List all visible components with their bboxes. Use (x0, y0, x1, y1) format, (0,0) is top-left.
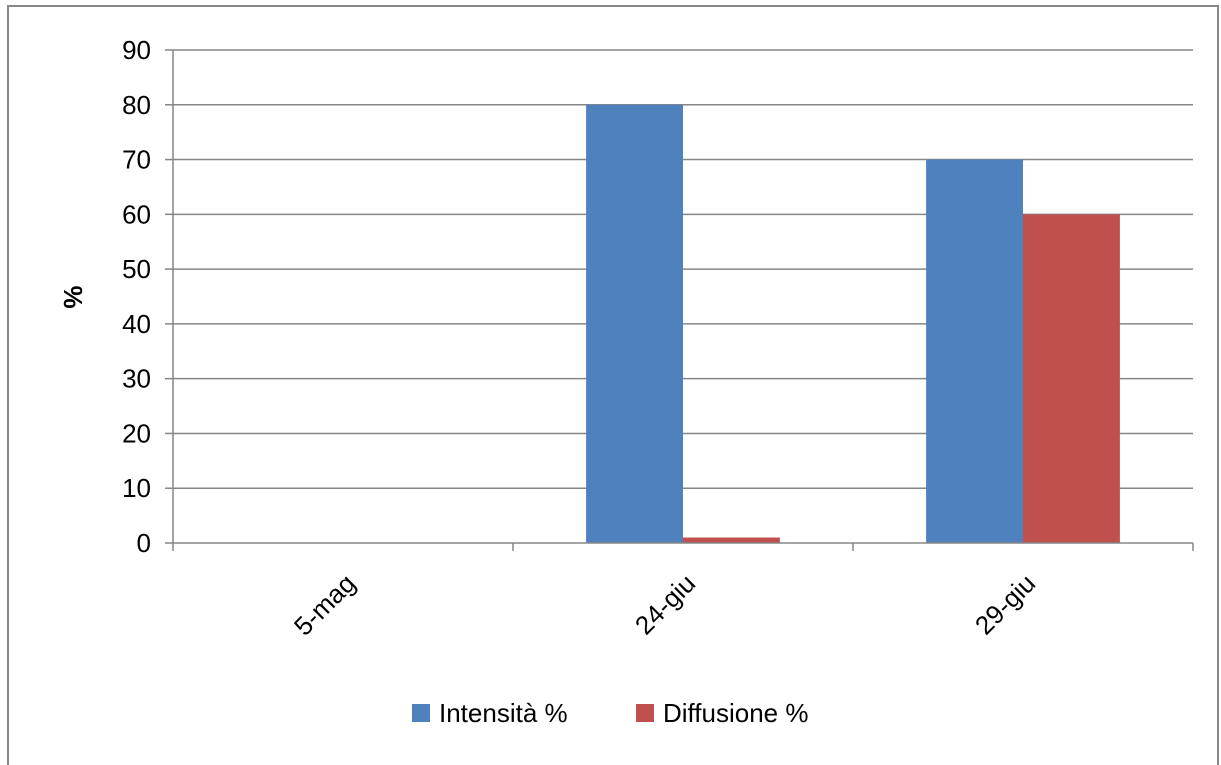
axes (172, 50, 1194, 551)
bar-series-1 (586, 104, 683, 544)
x-tick-label: 29-giu (969, 568, 1041, 640)
y-tick-label: 80 (122, 90, 151, 120)
y-tick-label: 0 (137, 528, 151, 558)
y-tick-label: 40 (122, 309, 151, 339)
y-tick-label: 10 (122, 473, 151, 503)
x-tick-labels: 5-mag 24-giu 29-giu (288, 568, 1041, 641)
legend-label: Intensità % (439, 698, 568, 728)
bars (586, 104, 1120, 544)
y-tick-label: 70 (122, 145, 151, 175)
legend-label: Diffusione % (663, 698, 809, 728)
x-tick-label: 24-giu (629, 568, 701, 640)
y-tick-label: 90 (122, 35, 151, 65)
bar-series-2 (683, 537, 780, 543)
y-axis-label: % (58, 285, 88, 308)
x-tick-label: 5-mag (288, 568, 361, 641)
y-tick-label: 20 (122, 418, 151, 448)
bar-series-2 (1023, 214, 1120, 544)
y-tick-label: 30 (122, 364, 151, 394)
legend-swatch (636, 704, 654, 722)
y-tick-label: 60 (122, 199, 151, 229)
bar-series-1 (926, 159, 1023, 544)
y-tick-labels: 0 10 20 30 40 50 60 70 80 90 (122, 35, 151, 558)
legend-swatch (412, 704, 430, 722)
y-tick-label: 50 (122, 254, 151, 284)
legend: Intensità % Diffusione % (412, 698, 809, 728)
